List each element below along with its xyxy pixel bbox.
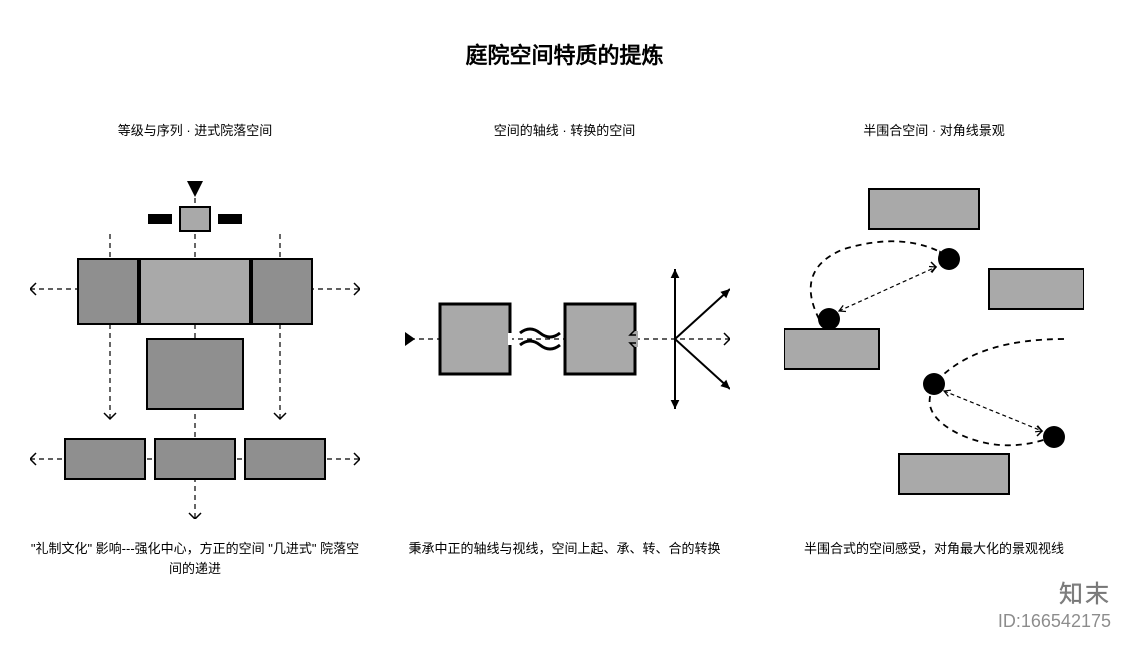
panel2-caption: 秉承中正的轴线与视线，空间上起、承、转、合的转换 [398,539,730,559]
panel-semienclosed: 半围合空间 · 对角线景观 半围合式的空间感受，对角最大化的景观视线 [759,120,1109,578]
diagram-hierarchy [30,159,360,519]
panel1-title: 等级与序列 · 进式院落空间 [118,120,273,139]
panels-row: 等级与序列 · 进式院落空间 "礼制文化" 影响---强化中心，方正的空间 "几… [0,70,1129,578]
watermark-id: ID:166542175 [998,611,1111,632]
panel-hierarchy: 等级与序列 · 进式院落空间 "礼制文化" 影响---强化中心，方正的空间 "几… [20,120,370,578]
panel1-caption: "礼制文化" 影响---强化中心，方正的空间 "几进式" 院落空间的递进 [20,539,370,578]
diagram-semienclosed [784,159,1084,519]
panel3-title: 半围合空间 · 对角线景观 [863,120,1005,139]
main-title: 庭院空间特质的提炼 [0,0,1129,70]
watermark-brand: 知末 [1059,574,1111,609]
panel-axis: 空间的轴线 · 转换的空间 秉承中正的轴线与视线，空间上起、承、转、合的转换 [390,120,740,578]
diagram-axis [400,159,730,519]
panel2-title: 空间的轴线 · 转换的空间 [494,120,636,139]
panel3-caption: 半围合式的空间感受，对角最大化的景观视线 [794,539,1074,559]
